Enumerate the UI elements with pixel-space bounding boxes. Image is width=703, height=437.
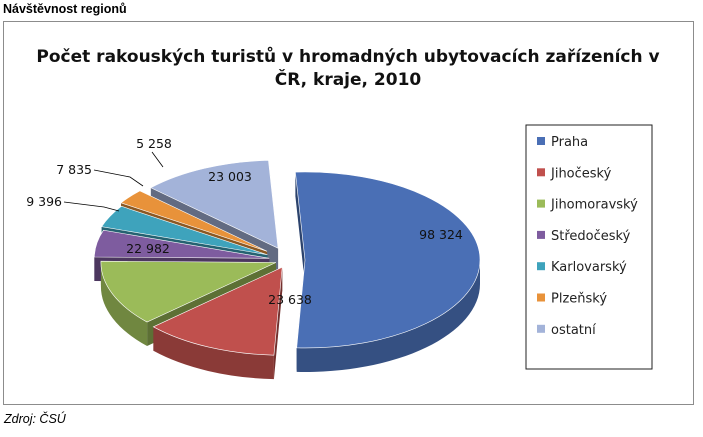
leader-line-5 [93, 169, 144, 187]
chart-title-line-1: Počet rakouských turistů v hromadných ub… [36, 45, 659, 67]
legend-swatch-5 [537, 262, 545, 271]
legend-box [525, 124, 653, 370]
data-label-3: 22 982 [126, 241, 170, 256]
pie-slice-5 [101, 205, 268, 256]
legend-label-5: Karlovarský [551, 260, 627, 275]
legend-swatch-7 [537, 324, 545, 333]
leader-line-6 [151, 151, 164, 168]
pie-slice-1 [295, 171, 481, 349]
legend-label-1: Praha [551, 135, 588, 150]
data-label-5: 7 835 [56, 162, 92, 177]
leader-line-4 [63, 201, 120, 212]
data-label-4: 9 396 [26, 194, 62, 209]
data-label-2: 23 638 [268, 292, 312, 307]
legend-swatch-2 [537, 168, 545, 177]
data-label-7: 23 003 [208, 169, 252, 184]
legend-swatch-1 [537, 137, 545, 145]
pie-chart: Počet rakouských turistů v hromadných ub… [26, 45, 660, 380]
pie-slice-7 [150, 160, 279, 249]
pie-slice-4 [93, 229, 270, 259]
legend-swatch-3 [537, 199, 545, 208]
chart-title-line-2: ČR, kraje, 2010 [275, 68, 422, 90]
legend-swatch-6 [537, 293, 545, 302]
pie-slice-3 [100, 260, 277, 323]
source-note: Zdroj: ČSÚ [4, 412, 66, 426]
section-heading: Návštěvnost regionů [3, 2, 127, 16]
legend-label-2: Jihočeský [550, 166, 612, 181]
legend-label-3: Jihomoravský [550, 198, 638, 213]
data-label-6: 5 258 [136, 136, 172, 151]
data-label-1: 98 324 [419, 227, 463, 242]
legend-label-6: Plzeňský [551, 292, 607, 307]
legend-swatch-4 [537, 230, 545, 239]
pie-slice-6 [120, 190, 268, 252]
legend-label-7: ostatní [551, 323, 596, 338]
chart-frame: Počet rakouských turistů v hromadných ub… [3, 21, 694, 405]
legend: Praha Jihočeský Jihomoravský Středočeský Kar… [537, 135, 638, 338]
pie-slices [93, 160, 481, 380]
pie-slice-2 [152, 266, 283, 356]
pie-data-labels: 98 324 23 638 22 982 9 396 7 835 5 258 23 003 [26, 136, 463, 307]
legend-label-4: Středočeský [551, 229, 631, 244]
